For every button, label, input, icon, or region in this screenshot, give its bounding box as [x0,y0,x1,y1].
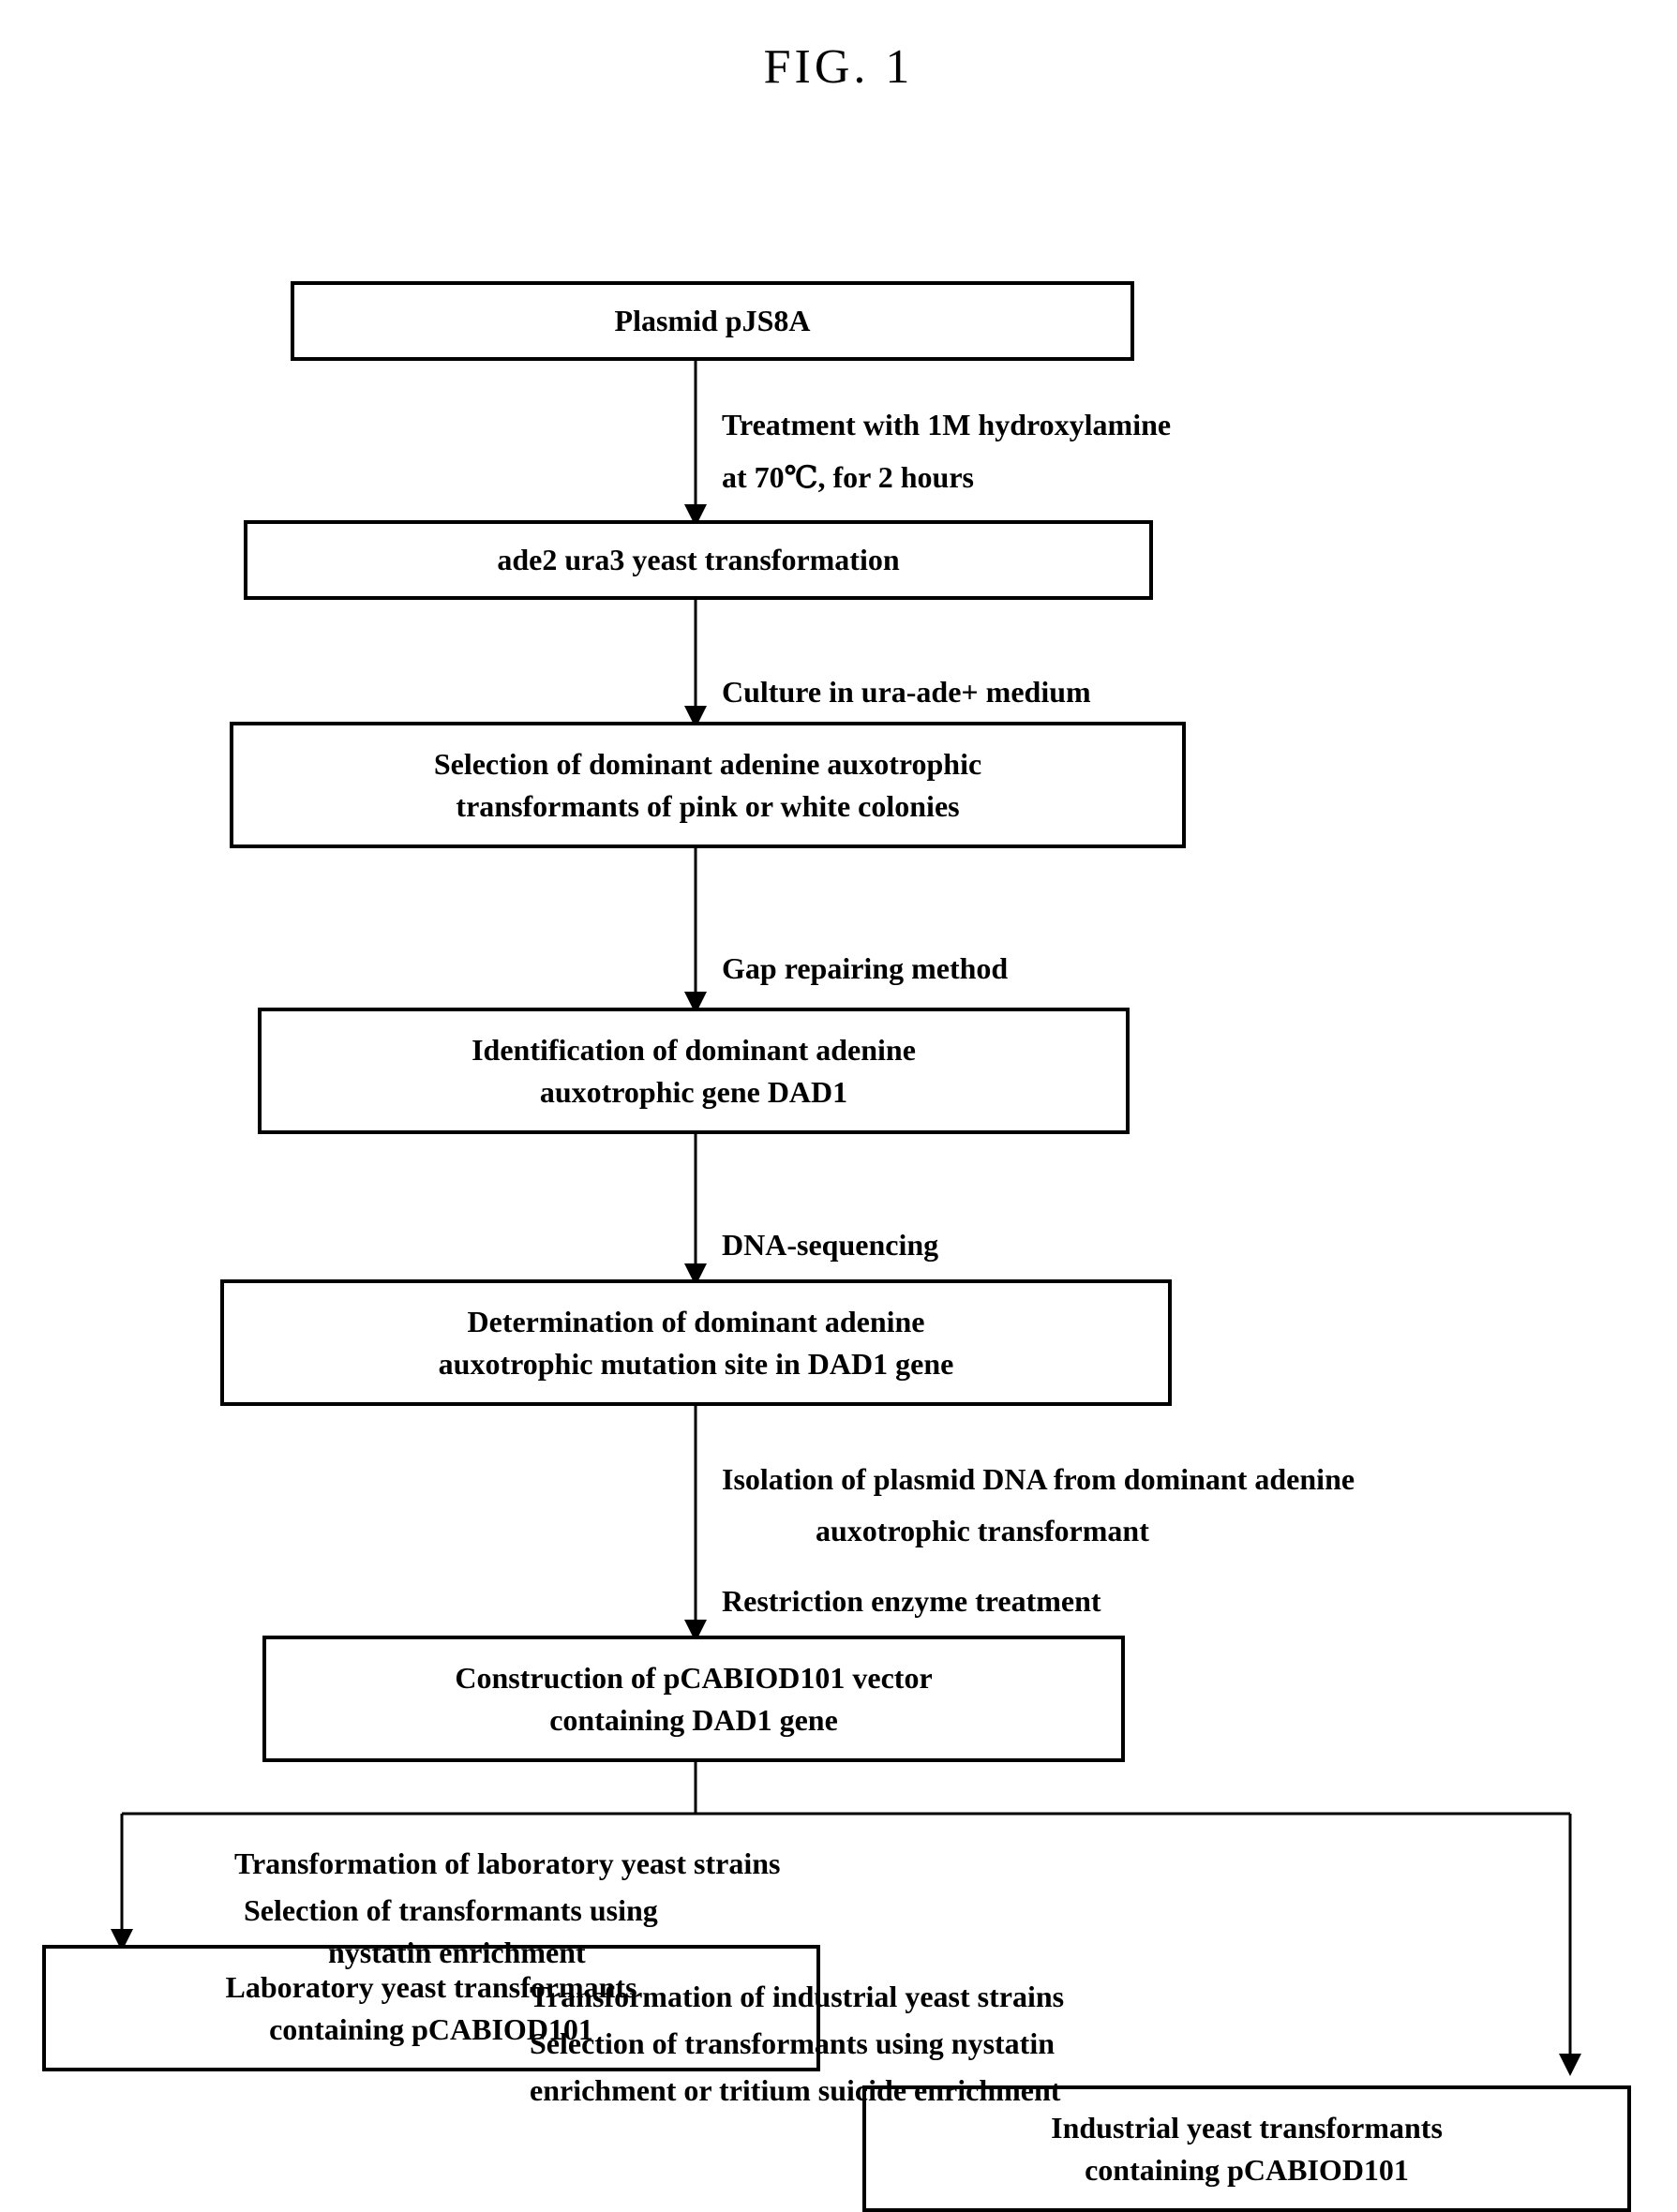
node-text: Identification of dominant adenine [472,1029,916,1071]
arrow-label: Isolation of plasmid DNA from dominant a… [722,1462,1355,1497]
arrow-label: Culture in ura-ade+ medium [722,675,1091,710]
arrow-label: nystatin enrichment [328,1936,586,1970]
node-text: Selection of dominant adenine auxotrophi… [434,743,981,785]
node-text: Determination of dominant adenine [468,1301,925,1343]
node-text: Construction of pCABIOD101 vector [455,1657,932,1699]
node-text: containing DAD1 gene [549,1699,838,1741]
flowchart-node: Selection of dominant adenine auxotrophi… [230,722,1186,848]
arrow-label: Restriction enzyme treatment [722,1584,1101,1619]
arrow-label: Treatment with 1M hydroxylamine [722,408,1171,442]
node-text: transformants of pink or white colonies [456,785,959,828]
arrow-label: Transformation of industrial yeast strai… [530,1980,1064,2014]
arrow-label: Selection of transformants using nystati… [530,2026,1055,2061]
flowchart-node: Plasmid pJS8A [291,281,1134,361]
arrow-label: Transformation of laboratory yeast strai… [234,1846,780,1881]
node-text: Industrial yeast transformants [1051,2107,1443,2149]
flowchart-node: ade2 ura3 yeast transformation [244,520,1153,600]
arrow-label: at 70℃, for 2 hours [722,459,974,495]
arrow-label: auxotrophic transformant [816,1514,1149,1548]
node-text: auxotrophic gene DAD1 [540,1071,847,1113]
node-text: auxotrophic mutation site in DAD1 gene [439,1343,954,1385]
arrow-label: enrichment or tritium suicide enrichment [530,2073,1060,2108]
canvas: FIG. 1 Plasmid pJS8A ade2 ura3 yeast tran… [0,0,1677,2211]
arrow-label: Selection of transformants using [244,1893,658,1928]
node-text: containing pCABIOD101 [1085,2149,1409,2191]
figure-title: FIG. 1 [0,39,1677,95]
flowchart-node: Construction of pCABIOD101 vectorcontain… [262,1636,1125,1762]
node-text: Plasmid pJS8A [615,300,811,342]
flowchart-node: Identification of dominant adenineauxotr… [258,1008,1130,1134]
node-text: ade2 ura3 yeast transformation [497,539,899,581]
arrow-label: Gap repairing method [722,951,1008,986]
arrow-label: DNA-sequencing [722,1228,938,1263]
flowchart-node: Determination of dominant adenineauxotro… [220,1279,1172,1406]
